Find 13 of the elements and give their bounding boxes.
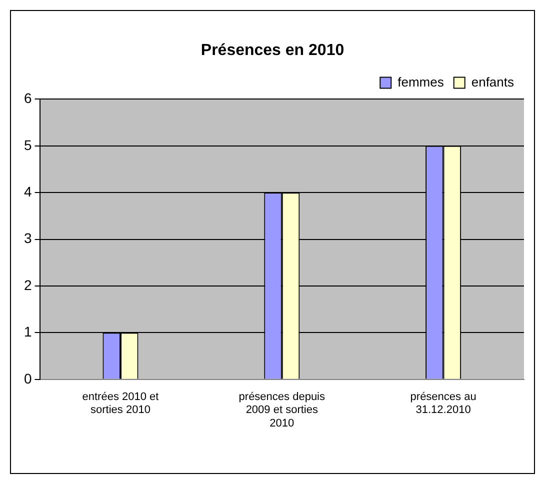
y-tick-label: 5 [24, 136, 32, 153]
y-tick-label: 1 [24, 324, 32, 340]
legend-label: enfants [471, 74, 514, 90]
y-tick-label: 2 [24, 276, 32, 293]
y-tick-label: 0 [24, 370, 32, 386]
chart-title: Présences en 2010 [200, 42, 344, 60]
y-tick-label: 4 [24, 183, 32, 200]
x-tick-label: présences depuis 2009 et sorties 2010 [238, 391, 326, 430]
x-tick-label: entrées 2010 et sorties 2010 [82, 391, 159, 416]
legend-label: femmes [398, 74, 444, 90]
y-tick-label: 3 [24, 230, 32, 246]
x-tick-label: présences au 31.12.2010 [410, 391, 476, 416]
y-tick-label: 6 [24, 90, 32, 106]
